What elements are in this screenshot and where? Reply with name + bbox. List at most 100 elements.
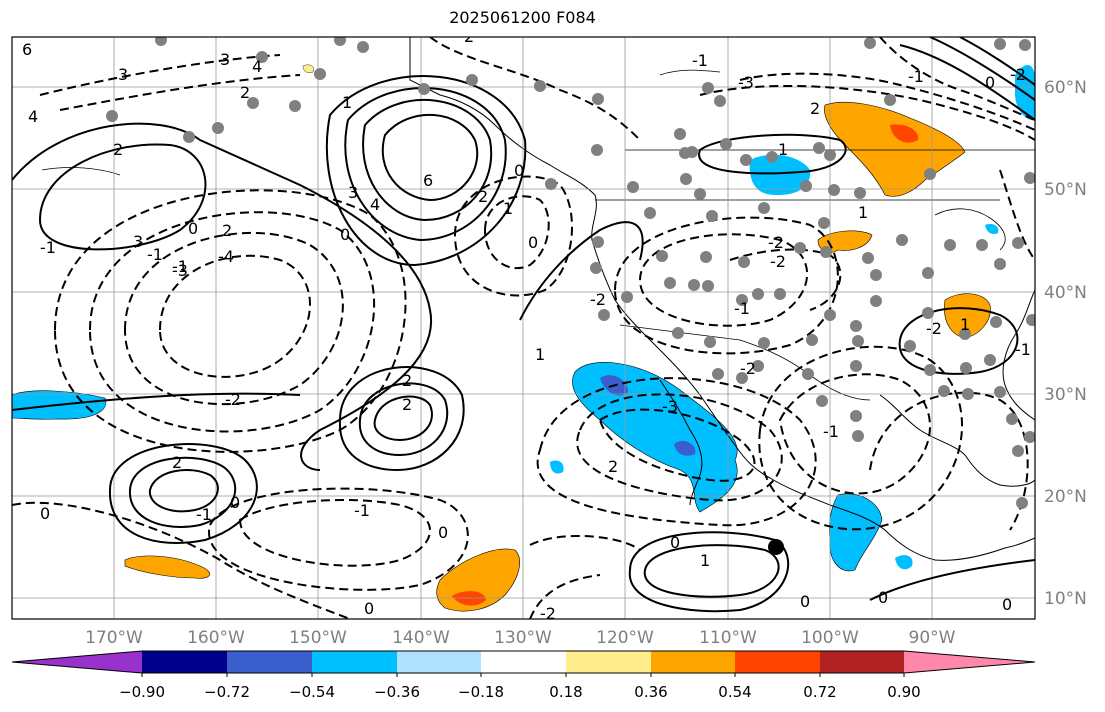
shade-tennessee xyxy=(944,293,991,339)
contour-label: 0 xyxy=(800,592,810,611)
colorbar-tick-labels: −0.90 −0.72 −0.54 −0.36 −0.18 0.18 0.36 … xyxy=(119,683,921,701)
contour-label: 1 xyxy=(503,199,513,218)
colorbar-tick-label: −0.54 xyxy=(289,683,335,701)
map-frame xyxy=(11,36,1036,620)
contour-label: -2 xyxy=(540,604,556,623)
lon-label: 140°W xyxy=(392,628,450,648)
colorbar-segment xyxy=(651,651,735,673)
colorbar-tick-label: −0.90 xyxy=(119,683,165,701)
shade-alaska-yellow xyxy=(302,64,314,73)
contour-label: -3 xyxy=(738,73,754,92)
contour-label: -1 xyxy=(1015,340,1031,359)
contour-label: 0 xyxy=(438,523,448,542)
contour-label: -2 xyxy=(225,390,241,409)
lat-label: 10°N xyxy=(1044,589,1087,609)
lon-label: 110°W xyxy=(699,628,757,648)
lat-label: 60°N xyxy=(1044,78,1087,98)
colorbar-segment xyxy=(481,651,566,673)
map-title: 2025061200 F084 xyxy=(449,8,596,27)
contour-label: -1 xyxy=(908,67,924,86)
contour-label: -4 xyxy=(218,247,234,266)
lon-label: 100°W xyxy=(801,628,859,648)
lon-label: 90°W xyxy=(909,628,956,648)
colorbar-tick-label: −0.18 xyxy=(458,683,504,701)
contour-label: 0 xyxy=(340,225,350,244)
colorbar-tick-label: 0.72 xyxy=(803,683,836,701)
negative-contours xyxy=(12,37,1035,619)
shade-canada-red xyxy=(890,124,919,143)
contour-label: 4 xyxy=(252,57,262,76)
contour-label: 2 xyxy=(402,395,412,414)
contour-label: -2 xyxy=(1010,65,1026,84)
lat-label: 30°N xyxy=(1044,385,1087,405)
lon-label: 160°W xyxy=(187,628,245,648)
colorbar-segment xyxy=(142,651,227,673)
contour-label: 2 xyxy=(478,187,488,206)
contour-label: 2 xyxy=(172,453,182,472)
contour-label: -3 xyxy=(172,261,188,280)
colorbar-segment xyxy=(312,651,397,673)
contour-label: -1 xyxy=(823,422,839,441)
contour-label: -1 xyxy=(354,501,370,520)
contour-label: 1 xyxy=(778,140,788,159)
colorbar-segment xyxy=(735,651,820,673)
shade-pacific-orange-west xyxy=(124,555,210,579)
shade-baja-coast xyxy=(572,362,738,513)
latitude-labels: 60°N 50°N 40°N 30°N 20°N 10°N xyxy=(1044,78,1087,609)
contour-label: 6 xyxy=(423,171,433,190)
contour-label: 2 xyxy=(222,221,232,240)
colorbar xyxy=(11,650,1036,677)
lon-label: 170°W xyxy=(85,628,143,648)
shade-great-lakes-small xyxy=(985,223,999,235)
contour-label: -1 xyxy=(196,505,212,524)
contour-label: 1 xyxy=(858,203,868,222)
contour-label: 2 xyxy=(402,371,412,390)
contour-label: 0 xyxy=(364,599,374,618)
contour-label: 1 xyxy=(700,551,710,570)
contour-label: 3 xyxy=(348,183,358,202)
colorbar-tick-label: 0.90 xyxy=(887,683,920,701)
contour-label: 0 xyxy=(878,588,888,607)
contour-label: 0 xyxy=(1002,595,1012,614)
contour-label: 0 xyxy=(40,504,50,523)
colorbar-tick-label: −0.36 xyxy=(374,683,420,701)
station-markers xyxy=(106,37,1035,509)
contour-label: 1 xyxy=(535,345,545,364)
contour-label: -2 xyxy=(768,233,784,252)
contour-label: 0 xyxy=(230,493,240,512)
colorbar-segment xyxy=(397,651,481,673)
lat-label: 40°N xyxy=(1044,283,1087,303)
contour-label: -2 xyxy=(770,252,786,271)
contour-label: 0 xyxy=(985,73,995,92)
contour-label: -1 xyxy=(147,245,163,264)
positive-contours xyxy=(12,37,1035,613)
contour-label: 0 xyxy=(514,161,524,180)
colorbar-tick-label: 0.54 xyxy=(718,683,751,701)
shade-montana xyxy=(749,154,811,196)
colorbar-segment xyxy=(227,651,312,673)
contour-label: 4 xyxy=(370,195,380,214)
longitude-labels: 170°W 160°W 150°W 140°W 130°W 120°W 110°… xyxy=(85,628,956,648)
contour-label: -1 xyxy=(172,257,188,276)
lat-label: 50°N xyxy=(1044,180,1087,200)
contour-label: 2 xyxy=(810,99,820,118)
colorbar-tick-label: 0.36 xyxy=(634,683,667,701)
lon-label: 150°W xyxy=(289,628,347,648)
lat-label: 20°N xyxy=(1044,487,1087,507)
contour-label: 0 xyxy=(188,219,198,238)
contour-label: 2 xyxy=(464,27,474,46)
contour-label: -2 xyxy=(740,359,756,378)
contour-label: 2 xyxy=(240,83,250,102)
contour-label: 4 xyxy=(28,107,38,126)
contour-label: -3 xyxy=(662,397,678,416)
lon-label: 120°W xyxy=(596,628,654,648)
colorbar-extend-max xyxy=(904,651,1035,673)
colorbar-segment xyxy=(820,651,904,673)
contour-label: 1 xyxy=(960,315,970,334)
contour-label: -2 xyxy=(926,319,942,338)
anomaly-shading xyxy=(12,64,1035,612)
contour-label: 0 xyxy=(528,233,538,252)
contour-label: 2 xyxy=(608,457,618,476)
contour-label: 2 xyxy=(113,140,123,159)
colorbar-tick-label: 0.18 xyxy=(549,683,582,701)
